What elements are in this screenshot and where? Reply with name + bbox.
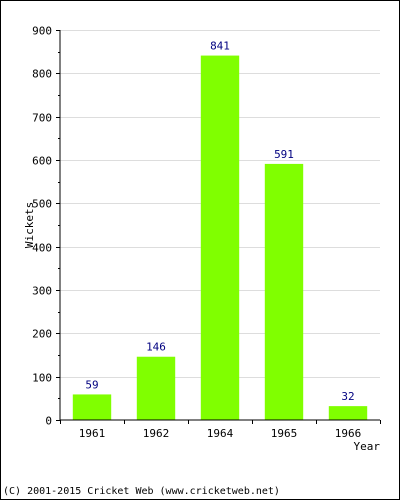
bar bbox=[328, 406, 368, 420]
x-tick-label: 1961 bbox=[79, 427, 106, 440]
y-ticks: 0 100 200 300 400 500 600 700 800 900 bbox=[32, 25, 60, 428]
x-ticks: 1961 1962 1964 1965 1966 bbox=[60, 420, 381, 440]
y-tick-label: 500 bbox=[32, 198, 52, 211]
x-axis-title: Year bbox=[354, 440, 381, 453]
bar-value-label: 591 bbox=[274, 148, 294, 161]
x-tick-label: 1965 bbox=[271, 427, 298, 440]
y-tick-label: 600 bbox=[32, 155, 52, 168]
y-axis-title: Wickets bbox=[23, 202, 36, 248]
bar bbox=[72, 394, 112, 420]
bar-value-label: 841 bbox=[210, 40, 230, 53]
y-tick-label: 900 bbox=[32, 25, 52, 38]
y-tick-label: 700 bbox=[32, 112, 52, 125]
bars bbox=[72, 55, 368, 421]
bar bbox=[200, 55, 240, 421]
y-tick-label: 200 bbox=[32, 328, 52, 341]
y-tick-label: 400 bbox=[32, 242, 52, 255]
bar-value-label: 146 bbox=[146, 341, 166, 354]
copyright-footer: (C) 2001-2015 Cricket Web (www.cricketwe… bbox=[3, 486, 280, 497]
y-tick-label: 800 bbox=[32, 68, 52, 81]
bar-value-label: 59 bbox=[85, 378, 98, 391]
y-tick-label: 0 bbox=[45, 415, 52, 428]
x-tick-label: 1962 bbox=[143, 427, 170, 440]
data-labels: 59 146 841 591 32 bbox=[85, 40, 354, 404]
x-tick-label: 1966 bbox=[335, 427, 362, 440]
y-tick-label: 100 bbox=[32, 372, 52, 385]
bar bbox=[264, 163, 304, 420]
y-tick-label: 300 bbox=[32, 285, 52, 298]
bar-value-label: 32 bbox=[341, 390, 354, 403]
bar bbox=[136, 356, 176, 420]
x-tick-label: 1964 bbox=[207, 427, 234, 440]
